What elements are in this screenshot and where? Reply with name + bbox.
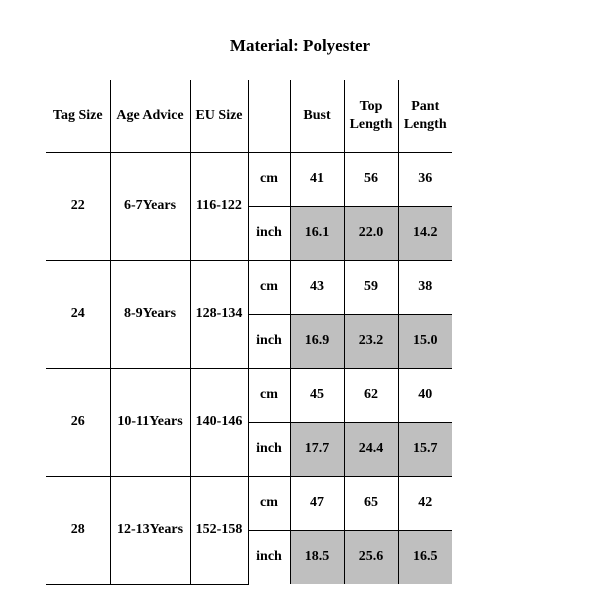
cell-top-cm: 62 [344, 368, 398, 422]
cell-age-advice: 12-13Years [110, 476, 190, 584]
col-top-length-l2: Length [350, 117, 393, 132]
cell-tag-size: 22 [46, 152, 110, 260]
cell-bust-cm: 47 [290, 476, 344, 530]
cell-unit-inch: inch [248, 314, 290, 368]
col-age-advice: Age Advice [110, 80, 190, 152]
cell-top-inch: 24.4 [344, 422, 398, 476]
table-header-row: Tag Size Age Advice EU Size Bust Top Len… [46, 80, 452, 152]
cell-bust-inch: 16.9 [290, 314, 344, 368]
cell-pant-inch: 15.7 [398, 422, 452, 476]
cell-tag-size: 24 [46, 260, 110, 368]
cell-age-advice: 10-11Years [110, 368, 190, 476]
col-tag-size: Tag Size [46, 80, 110, 152]
col-pant-length-l2: Length [404, 117, 447, 132]
cell-bust-inch: 17.7 [290, 422, 344, 476]
table-row: 22 6-7Years 116-122 cm 41 56 36 [46, 152, 452, 206]
cell-bust-cm: 45 [290, 368, 344, 422]
cell-unit-inch: inch [248, 206, 290, 260]
cell-pant-inch: 16.5 [398, 530, 452, 584]
cell-tag-size: 26 [46, 368, 110, 476]
table-row: 24 8-9Years 128-134 cm 43 59 38 [46, 260, 452, 314]
cell-top-cm: 56 [344, 152, 398, 206]
cell-pant-cm: 36 [398, 152, 452, 206]
cell-unit-cm: cm [248, 260, 290, 314]
cell-top-inch: 23.2 [344, 314, 398, 368]
col-eu-size: EU Size [190, 80, 248, 152]
cell-unit-inch: inch [248, 530, 290, 584]
material-title: Material: Polyester [0, 0, 600, 80]
cell-eu-size: 140-146 [190, 368, 248, 476]
cell-bust-inch: 18.5 [290, 530, 344, 584]
col-pant-length-l1: Pant [411, 99, 439, 114]
cell-top-cm: 65 [344, 476, 398, 530]
cell-eu-size: 152-158 [190, 476, 248, 584]
size-table: Tag Size Age Advice EU Size Bust Top Len… [46, 80, 452, 585]
cell-pant-cm: 42 [398, 476, 452, 530]
table-row: 26 10-11Years 140-146 cm 45 62 40 [46, 368, 452, 422]
cell-age-advice: 8-9Years [110, 260, 190, 368]
col-pant-length: Pant Length [398, 80, 452, 152]
cell-pant-cm: 38 [398, 260, 452, 314]
cell-top-cm: 59 [344, 260, 398, 314]
cell-age-advice: 6-7Years [110, 152, 190, 260]
col-unit [248, 80, 290, 152]
cell-pant-inch: 15.0 [398, 314, 452, 368]
cell-unit-cm: cm [248, 152, 290, 206]
cell-unit-inch: inch [248, 422, 290, 476]
cell-pant-cm: 40 [398, 368, 452, 422]
cell-top-inch: 25.6 [344, 530, 398, 584]
cell-eu-size: 116-122 [190, 152, 248, 260]
col-top-length-l1: Top [360, 99, 383, 114]
cell-eu-size: 128-134 [190, 260, 248, 368]
col-top-length: Top Length [344, 80, 398, 152]
cell-top-inch: 22.0 [344, 206, 398, 260]
cell-unit-cm: cm [248, 476, 290, 530]
table-row: 28 12-13Years 152-158 cm 47 65 42 [46, 476, 452, 530]
cell-unit-cm: cm [248, 368, 290, 422]
col-bust: Bust [290, 80, 344, 152]
cell-tag-size: 28 [46, 476, 110, 584]
cell-bust-inch: 16.1 [290, 206, 344, 260]
cell-bust-cm: 43 [290, 260, 344, 314]
cell-bust-cm: 41 [290, 152, 344, 206]
cell-pant-inch: 14.2 [398, 206, 452, 260]
size-chart-page: { "title": "Material: Polyester", "color… [0, 0, 600, 600]
